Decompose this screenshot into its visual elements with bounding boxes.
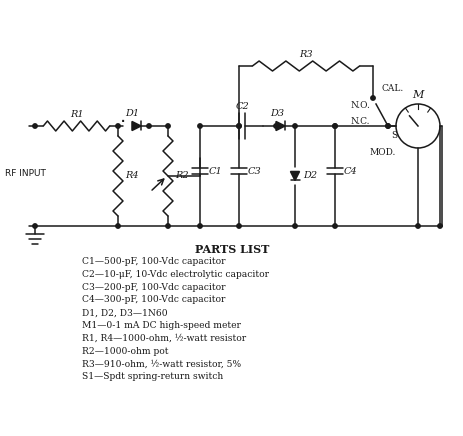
Text: MOD.: MOD.: [370, 148, 396, 157]
Circle shape: [293, 224, 297, 228]
Circle shape: [33, 224, 37, 228]
Circle shape: [166, 224, 170, 228]
Text: C1: C1: [209, 167, 223, 176]
Text: RF INPUT: RF INPUT: [5, 170, 46, 178]
Circle shape: [116, 124, 120, 128]
Circle shape: [198, 224, 202, 228]
Circle shape: [333, 124, 337, 128]
Text: C2—10-μF, 10-Vdc electrolytic capacitor: C2—10-μF, 10-Vdc electrolytic capacitor: [82, 270, 269, 279]
Text: C2: C2: [235, 102, 249, 111]
Text: D1: D1: [125, 109, 139, 118]
Circle shape: [147, 124, 151, 128]
Circle shape: [386, 124, 390, 128]
Circle shape: [166, 124, 170, 128]
Text: C3: C3: [248, 167, 262, 176]
Text: N.C.: N.C.: [350, 116, 370, 126]
Circle shape: [237, 224, 241, 228]
Text: D3: D3: [270, 109, 285, 118]
Text: CAL.: CAL.: [381, 84, 403, 93]
Text: R4: R4: [125, 171, 138, 181]
Circle shape: [333, 124, 337, 128]
Circle shape: [237, 124, 241, 128]
Text: ·: ·: [120, 113, 126, 133]
Polygon shape: [132, 122, 141, 130]
Text: D1, D2, D3—1N60: D1, D2, D3—1N60: [82, 308, 168, 317]
Polygon shape: [276, 122, 285, 130]
Polygon shape: [290, 171, 300, 181]
Circle shape: [371, 96, 375, 100]
Text: S1—Spdt spring-return switch: S1—Spdt spring-return switch: [82, 372, 223, 381]
Text: PARTS LIST: PARTS LIST: [195, 244, 269, 255]
Text: R3: R3: [299, 50, 313, 59]
Circle shape: [33, 124, 37, 128]
Text: R2: R2: [175, 171, 188, 181]
Text: M: M: [413, 90, 424, 100]
Text: R2—1000-ohm pot: R2—1000-ohm pot: [82, 347, 169, 356]
Text: N.O.: N.O.: [350, 102, 370, 110]
Circle shape: [198, 124, 202, 128]
Text: R1, R4—1000-ohm, ½-watt resistor: R1, R4—1000-ohm, ½-watt resistor: [82, 334, 246, 343]
Text: C3—200-pF, 100-Vdc capacitor: C3—200-pF, 100-Vdc capacitor: [82, 283, 225, 292]
Text: C1—500-pF, 100-Vdc capacitor: C1—500-pF, 100-Vdc capacitor: [82, 257, 225, 266]
Circle shape: [416, 224, 420, 228]
Text: D2: D2: [303, 171, 317, 181]
Circle shape: [438, 224, 442, 228]
Text: C4: C4: [344, 167, 358, 176]
Circle shape: [116, 224, 120, 228]
Text: R1: R1: [70, 110, 83, 119]
Circle shape: [237, 124, 241, 128]
Text: R3—910-ohm, ½-watt resistor, 5%: R3—910-ohm, ½-watt resistor, 5%: [82, 359, 241, 368]
Text: S: S: [391, 132, 397, 140]
Text: C4—300-pF, 100-Vdc capacitor: C4—300-pF, 100-Vdc capacitor: [82, 296, 225, 304]
Circle shape: [386, 124, 390, 128]
Circle shape: [333, 224, 337, 228]
Circle shape: [274, 124, 278, 128]
Circle shape: [293, 124, 297, 128]
Text: M1—0-1 mA DC high-speed meter: M1—0-1 mA DC high-speed meter: [82, 321, 241, 330]
